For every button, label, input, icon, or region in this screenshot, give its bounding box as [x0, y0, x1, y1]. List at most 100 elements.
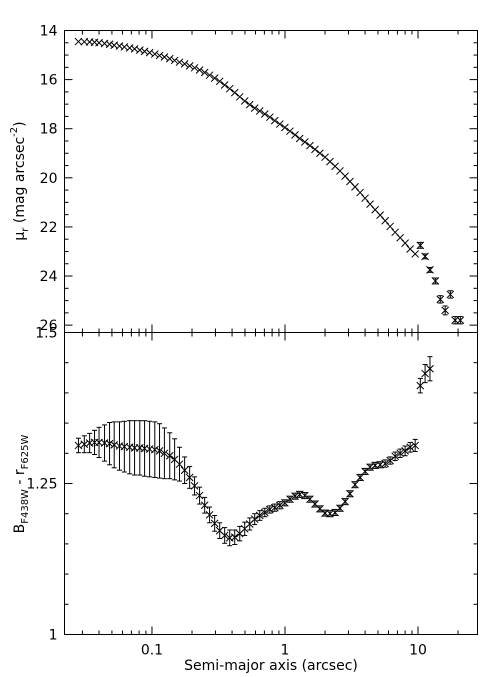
data-point — [145, 48, 154, 57]
data-point — [185, 466, 194, 489]
data-point — [205, 71, 214, 80]
bottom-panel-data — [74, 356, 434, 547]
data-point — [80, 435, 89, 454]
data-point — [110, 421, 119, 469]
y-tick-label: 14 — [40, 24, 58, 40]
data-point — [281, 123, 289, 132]
data-point — [401, 445, 409, 457]
data-point — [270, 503, 279, 512]
data-point — [366, 463, 374, 472]
data-point — [276, 501, 284, 510]
top-panel-frame — [64, 30, 478, 333]
data-point — [250, 513, 259, 526]
data-point — [286, 495, 294, 504]
data-point — [130, 420, 139, 476]
data-point — [125, 420, 134, 475]
data-point — [421, 364, 429, 384]
data-point — [220, 81, 229, 89]
data-point — [145, 420, 154, 478]
data-point — [180, 456, 189, 484]
data-point — [416, 241, 425, 250]
data-point — [135, 46, 144, 54]
x-tick-label: 1 — [281, 643, 290, 659]
data-point — [316, 149, 324, 158]
data-point — [295, 134, 304, 143]
data-point — [170, 438, 179, 481]
x-tick-label: 10 — [409, 643, 427, 659]
data-point — [220, 527, 229, 544]
data-point — [235, 525, 244, 542]
data-point — [386, 456, 394, 465]
data-point — [381, 459, 389, 468]
data-point — [446, 290, 455, 299]
data-point — [155, 423, 164, 479]
data-point — [311, 500, 319, 508]
data-point — [361, 467, 369, 476]
data-point — [286, 127, 294, 136]
bottom-panel-ticks: 0.1 1 10 1 1.25 1.5 — [26, 326, 478, 659]
data-point — [245, 517, 254, 531]
data-point — [115, 421, 124, 471]
data-point — [160, 427, 169, 480]
data-point — [225, 84, 234, 93]
data-point — [300, 138, 309, 146]
data-point — [326, 509, 334, 518]
data-point — [265, 113, 274, 122]
data-point — [416, 377, 425, 394]
y-tick-label: 26 — [40, 318, 58, 334]
y-tick-label: 1 — [49, 628, 58, 644]
data-point — [265, 505, 274, 514]
data-point — [190, 476, 199, 496]
top-panel-data — [74, 37, 465, 325]
data-point — [436, 295, 445, 304]
data-point — [250, 104, 259, 112]
data-point — [406, 441, 415, 453]
data-point — [160, 53, 169, 61]
data-point — [100, 424, 109, 462]
data-point — [421, 252, 429, 261]
data-point — [431, 277, 440, 285]
data-point — [245, 100, 254, 109]
data-point — [130, 45, 139, 53]
data-point — [125, 44, 134, 52]
data-point — [311, 145, 319, 154]
data-point — [295, 490, 304, 499]
top-panel-ticks: 14 16 18 20 22 24 26 — [40, 24, 478, 334]
y-tick-label: 22 — [40, 220, 58, 236]
data-point — [456, 316, 465, 325]
data-point — [376, 460, 384, 469]
x-axis-label: Semi-major axis (arcsec) — [184, 658, 358, 674]
data-point — [150, 50, 159, 58]
data-point — [291, 492, 299, 501]
data-point — [210, 515, 219, 532]
data-point — [255, 107, 264, 115]
data-point — [90, 429, 99, 456]
data-point — [426, 356, 434, 382]
data-point — [276, 120, 284, 128]
data-point — [270, 116, 279, 125]
data-point — [306, 141, 314, 150]
data-point — [291, 130, 299, 139]
data-point — [74, 37, 83, 46]
data-point — [281, 498, 289, 507]
data-point — [190, 63, 199, 72]
data-point — [205, 506, 214, 524]
data-point — [95, 426, 103, 459]
data-point — [195, 66, 204, 74]
data-point — [175, 58, 184, 67]
data-point — [426, 266, 434, 274]
data-point — [135, 420, 144, 476]
data-point — [240, 521, 249, 536]
data-point — [200, 496, 209, 514]
data-point — [210, 74, 219, 82]
y-tick-label: 20 — [40, 171, 58, 187]
data-point — [215, 77, 224, 86]
data-point — [235, 92, 244, 101]
data-point — [170, 56, 179, 65]
data-point — [316, 505, 324, 513]
x-tick-label: 0.1 — [141, 643, 163, 659]
y-tick-label: 24 — [40, 269, 58, 285]
data-point — [230, 529, 239, 546]
data-point — [401, 239, 409, 247]
